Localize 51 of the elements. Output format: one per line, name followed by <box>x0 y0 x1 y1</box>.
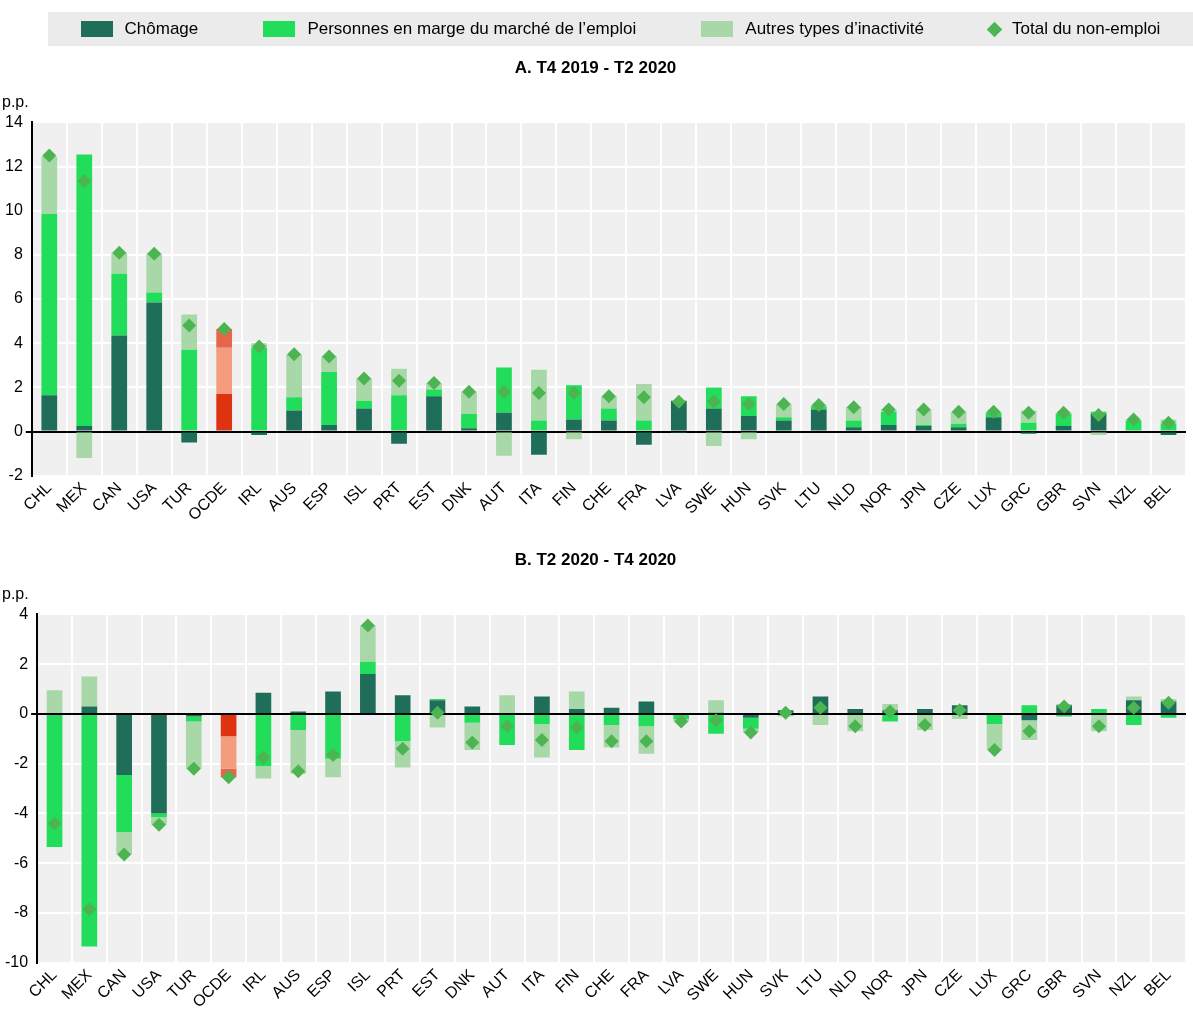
x-tick-label: NLD <box>825 965 861 1001</box>
x-tick-label: NLD <box>824 478 859 514</box>
x-tick-label: FIN <box>548 478 580 509</box>
x-tick-label: ITA <box>515 478 545 508</box>
y-tick-label: -2 <box>13 754 29 772</box>
x-tick-label: CZE <box>929 478 964 514</box>
y-axis-title: p.p. <box>2 584 29 602</box>
y-tick-label: -6 <box>13 853 29 871</box>
y-tick-label: 6 <box>13 289 23 307</box>
legend-label: Chômage <box>124 19 199 39</box>
x-tick-label: FRA <box>616 965 652 1001</box>
x-tick-label: USA <box>124 478 160 515</box>
chart-title: A. T4 2019 - T2 2020 <box>514 57 677 77</box>
y-tick-label: 0 <box>13 421 23 439</box>
y-tick-label: 12 <box>5 156 23 174</box>
y-tick-label: -8 <box>13 903 29 921</box>
legend-label: Autres types d’inactivité <box>745 19 924 39</box>
x-tick-label: IRL <box>239 965 269 996</box>
x-tick-label: FRA <box>614 478 650 514</box>
x-tick-label: ITA <box>518 965 548 995</box>
x-tick-label: LTU <box>793 965 826 999</box>
x-tick-label: LTU <box>791 478 824 512</box>
x-tick-label: JPN <box>895 478 929 513</box>
legend-label: Total du non-emploi <box>1012 19 1161 39</box>
x-tick-label: ISL <box>344 965 374 995</box>
y-tick-label: -10 <box>5 953 29 971</box>
y-tick-label: 14 <box>5 112 23 130</box>
x-tick-label: JPN <box>896 965 931 1000</box>
x-tick-label: LVA <box>654 965 687 998</box>
legend-label: Personnes en marge du marché de l’emploi <box>307 19 637 39</box>
y-tick-label: 10 <box>5 201 23 219</box>
y-tick-label: 0 <box>19 704 29 722</box>
y-tick-label: 2 <box>13 377 23 395</box>
y-tick-label: 8 <box>13 245 23 263</box>
y-tick-label: -4 <box>13 803 29 821</box>
y-axis-title: p.p. <box>2 92 29 110</box>
chart-title: B. T2 2020 - T4 2020 <box>514 549 677 569</box>
x-tick-label: FIN <box>551 965 582 996</box>
x-tick-label: NZL <box>1105 965 1140 1000</box>
x-tick-label: BEL <box>1140 965 1174 1000</box>
x-tick-label: BEL <box>1140 478 1174 513</box>
y-tick-label: 2 <box>19 654 29 672</box>
y-tick-label: -2 <box>8 466 23 484</box>
x-tick-label: NZL <box>1105 478 1139 513</box>
x-tick-label: USA <box>128 965 165 1002</box>
y-tick-label: 4 <box>19 604 29 622</box>
x-tick-label: IRL <box>234 478 265 509</box>
x-tick-label: CZE <box>930 965 965 1001</box>
x-tick-label: ISL <box>340 478 370 508</box>
x-tick-label: LVA <box>652 478 685 511</box>
y-tick-label: 4 <box>13 333 23 351</box>
